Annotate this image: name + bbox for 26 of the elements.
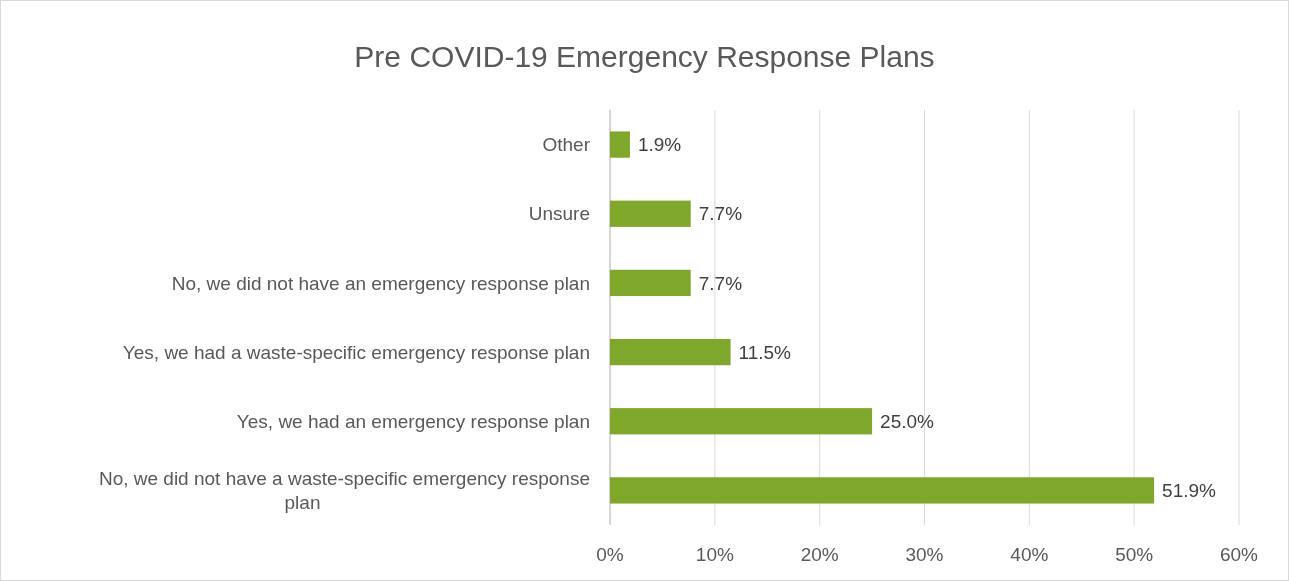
- bar: [610, 269, 691, 297]
- data-label: 51.9%: [1162, 480, 1217, 502]
- data-label: 25.0%: [880, 410, 935, 432]
- x-tick-label: 50%: [1115, 544, 1154, 565]
- x-tick-label: 20%: [800, 544, 839, 565]
- x-tick-label: 60%: [1219, 544, 1259, 565]
- y-tick-label: Yes, we had a waste-specific emergency response plan: [122, 341, 590, 363]
- y-tick-label: Unsure: [528, 203, 590, 225]
- data-label: 7.7%: [698, 272, 743, 294]
- bar: [610, 338, 731, 366]
- y-tick-label: No, we did not have an emergency response plan: [171, 272, 590, 294]
- data-label: 1.9%: [637, 134, 682, 156]
- data-label: 7.7%: [698, 203, 743, 225]
- bar: [610, 200, 691, 227]
- y-tick-label: Other: [542, 134, 591, 156]
- x-tick-label: 0%: [596, 544, 624, 565]
- x-tick-label: 30%: [905, 544, 944, 565]
- bar: [610, 477, 1155, 504]
- y-tick-label: No, we did not have a waste-specific emergency response plan: [98, 468, 590, 514]
- bar: [610, 408, 873, 435]
- chart-title: Pre COVID-19 Emergency Response Plans: [354, 40, 935, 73]
- data-label: 11.5%: [738, 341, 792, 363]
- x-tick-label: 10%: [695, 544, 734, 565]
- x-tick-label: 40%: [1010, 544, 1049, 565]
- bar: [610, 131, 630, 158]
- y-tick-label: Yes, we had an emergency response plan: [236, 410, 590, 432]
